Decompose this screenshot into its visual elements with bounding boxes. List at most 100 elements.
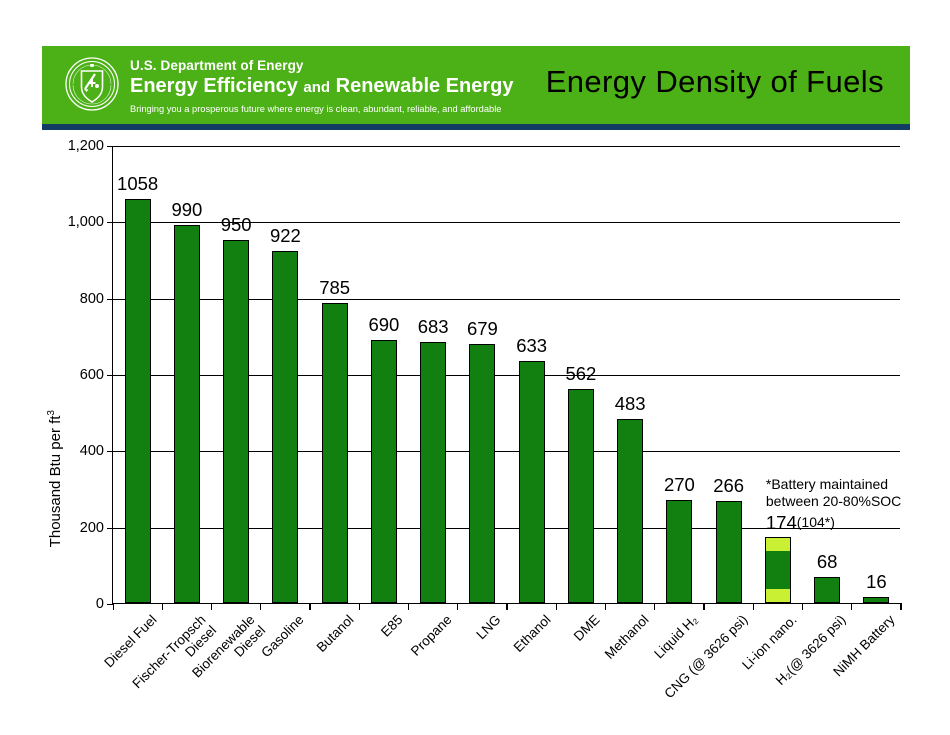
bar[interactable] <box>223 240 250 603</box>
bar-slot: 922 <box>261 146 311 610</box>
x-tick-label-line: Ethanol <box>510 612 554 655</box>
bar-value-label: 950 <box>220 214 252 236</box>
bar-slot: 633 <box>507 146 557 610</box>
doe-wordmark: U.S. Department of Energy Energy Efficie… <box>130 58 513 115</box>
bar[interactable] <box>518 361 545 603</box>
bar-slot: 679 <box>458 146 508 610</box>
x-tick-label-line: Gasoline <box>258 612 307 661</box>
x-tick-mark <box>801 603 804 610</box>
y-tick-label: 400 <box>79 443 104 460</box>
x-tick-mark <box>604 603 607 610</box>
li-ion-total: 174 <box>765 511 797 533</box>
y-tick-mark <box>107 222 113 224</box>
x-tick-label[interactable]: Methanol <box>602 612 652 662</box>
doe-tagline: Bringing you a prosperous future where e… <box>130 104 502 114</box>
x-tick-label[interactable]: Propane <box>408 612 455 659</box>
y-tick-mark <box>107 375 113 376</box>
program-name-b: Renewable Energy <box>335 75 514 97</box>
battery-soc-note: *Battery maintained between 20-80%SOC <box>766 476 901 510</box>
bar-value-label: 1058 <box>117 173 159 195</box>
x-tick-mark <box>703 603 705 610</box>
bar[interactable] <box>124 199 151 603</box>
bar-slot: 483 <box>606 146 656 610</box>
bar-value-label: 679 <box>466 317 498 339</box>
y-tick-label: 800 <box>79 290 104 307</box>
gridline <box>113 298 900 300</box>
bar[interactable] <box>173 225 200 603</box>
x-tick-mark <box>358 603 360 610</box>
x-tick-label[interactable]: E85 <box>378 612 406 640</box>
x-tick-label[interactable]: DME <box>571 612 603 644</box>
note-line-2: between 20-80%SOC <box>765 492 902 509</box>
doe-program-line: Energy Efficiency and Renewable Energy <box>130 74 513 100</box>
bar[interactable] <box>764 536 791 603</box>
bar-value-label: 68 <box>816 551 838 573</box>
bar-slot: 990 <box>162 146 213 610</box>
li-ion-value-label: 174(104*) <box>766 512 835 534</box>
bar[interactable] <box>863 596 890 603</box>
bar-slot <box>753 146 804 610</box>
bar-slot: 270 <box>655 146 705 610</box>
doe-seal-icon <box>64 56 120 112</box>
bar-value-label: 562 <box>565 362 597 384</box>
bar[interactable] <box>567 388 594 603</box>
bar-value-label: 270 <box>663 473 695 495</box>
bar-value-label: 266 <box>713 475 745 497</box>
doe-banner: U.S. Department of Energy Energy Efficie… <box>42 46 910 124</box>
x-tick-label[interactable]: Ethanol <box>510 612 553 655</box>
bar-value-label: 16 <box>866 570 887 592</box>
page-title: Energy Density of Fuels <box>545 64 884 99</box>
gridline <box>113 375 900 376</box>
bar[interactable] <box>370 339 397 603</box>
gridline <box>113 222 900 224</box>
x-tick-mark <box>752 603 754 610</box>
y-tick-label: 600 <box>79 367 104 383</box>
bar[interactable] <box>469 343 496 603</box>
x-tick-label-line: Liquid H₂ <box>651 612 701 662</box>
bar-value-label: 990 <box>171 199 203 221</box>
bar-slot: 562 <box>556 146 607 610</box>
x-tick-label[interactable]: CNG (@ 3626 psi) <box>661 612 750 701</box>
program-conjunction: and <box>303 79 331 96</box>
bar-segment-lower-reserve <box>765 589 790 602</box>
plot-area: 0 200 400 600 800 1,000 1,200 1058 990 950 922 785… <box>68 138 902 612</box>
x-tick-mark <box>260 603 262 610</box>
x-tick-mark <box>555 603 557 610</box>
bar-slot: 1058 <box>113 146 163 610</box>
x-tick-mark <box>654 603 656 610</box>
bar-value-label: 683 <box>417 316 449 338</box>
doe-org-line: U.S. Department of Energy <box>130 58 304 73</box>
x-tick-label[interactable]: LNG <box>474 612 504 642</box>
bar[interactable] <box>715 501 742 603</box>
bar[interactable] <box>321 303 348 603</box>
note-line-1: *Battery maintained <box>765 475 889 492</box>
y-tick-label: 1,000 <box>67 214 104 231</box>
x-tick-mark <box>309 603 311 610</box>
bar-segment-upper-reserve <box>765 537 790 551</box>
x-tick-label[interactable]: Gasoline <box>259 612 307 660</box>
y-tick-mark <box>107 604 113 605</box>
x-tick-label[interactable]: Butanol <box>313 612 356 655</box>
x-tick-label-line: Propane <box>408 612 455 659</box>
bar[interactable] <box>420 342 447 603</box>
bar[interactable] <box>617 418 644 603</box>
gridline <box>113 451 900 453</box>
x-tick-mark <box>506 603 508 610</box>
bar-value-label: 483 <box>614 392 646 414</box>
bar[interactable] <box>814 577 841 603</box>
y-tick-mark <box>107 527 113 529</box>
x-tick-label[interactable]: Liquid H₂ <box>652 612 701 661</box>
y-axis-title: Thousand Btu per ft3 <box>46 410 64 548</box>
x-tick-label-line: E85 <box>377 612 406 640</box>
gridline <box>113 527 900 529</box>
bar-slot: 690 <box>359 146 410 610</box>
x-tick-label-line: CNG (@ 3626 psi) <box>660 612 751 702</box>
x-tick-mark <box>161 603 163 610</box>
bar-chart: Thousand Btu per ft3 0 200 400 600 800 1,000 1… <box>0 130 950 735</box>
bar[interactable] <box>666 499 693 603</box>
x-tick-label-line: Methanol <box>601 612 652 662</box>
x-tick-mark <box>457 603 459 610</box>
bar-slot: 785 <box>310 146 360 610</box>
bar[interactable] <box>272 251 299 603</box>
x-tick-label-line: Butanol <box>313 612 357 655</box>
